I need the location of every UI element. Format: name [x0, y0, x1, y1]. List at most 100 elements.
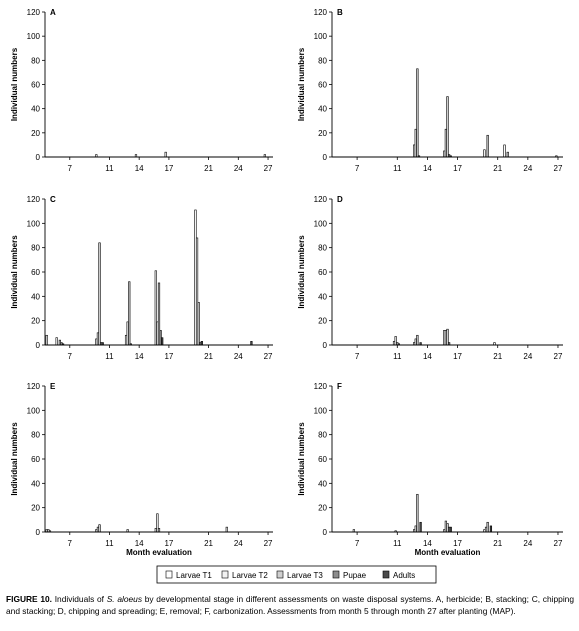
- y-tick-label: 20: [31, 317, 40, 326]
- panel-e: Individual numbers E 0 20 40 60 80 100 120 7 11 14 1…: [10, 382, 273, 557]
- x-tick-label: 21: [493, 539, 502, 548]
- legend-label: Larvae T3: [287, 571, 323, 580]
- y-tick-label: 0: [323, 528, 328, 537]
- y-tick-label: 40: [31, 479, 40, 488]
- panel-d: Individual numbers D 0 20 40 60 80 100 120 7 11 14 1…: [297, 195, 563, 361]
- x-tick-label: 7: [68, 539, 73, 548]
- x-tick-label: 27: [554, 539, 563, 548]
- legend-item-larvae-t1: Larvae T1: [165, 570, 212, 580]
- panel-a: Individual numbers A 0 20 40 60 80 100 120 7 11 14 1…: [10, 8, 273, 173]
- x-tick-label: 7: [68, 352, 73, 361]
- bar-larvae-t3: [416, 334, 419, 346]
- legend-swatch: [332, 570, 340, 579]
- x-tick-label: 27: [554, 352, 563, 361]
- legend-swatch: [276, 570, 284, 579]
- y-axis-label: Individual numbers: [297, 235, 306, 309]
- panel-label: B: [337, 8, 343, 17]
- y-tick-label: 0: [36, 528, 41, 537]
- bar-larvae-t3: [197, 302, 200, 346]
- bar-larvae-t2: [225, 526, 228, 533]
- x-tick-label: 17: [164, 539, 173, 548]
- x-tick-label: 27: [264, 164, 273, 173]
- x-tick-label: 24: [523, 539, 532, 548]
- legend-item-larvae-t3: Larvae T3: [276, 570, 323, 580]
- y-tick-label: 20: [318, 129, 327, 138]
- legend-item-pupae: Pupae: [332, 570, 367, 580]
- bar-larvae-t1: [503, 144, 506, 158]
- y-tick-label: 100: [314, 406, 328, 415]
- bar-larvae-t3: [157, 528, 161, 533]
- y-tick-label: 100: [27, 32, 41, 41]
- x-tick-label: 14: [135, 164, 144, 173]
- y-axis-label: Individual numbers: [10, 422, 19, 496]
- y-tick-label: 100: [314, 32, 328, 41]
- x-tick-label: 14: [135, 352, 144, 361]
- x-tick-label: 14: [423, 164, 432, 173]
- legend-item-adults: Adults: [382, 570, 415, 580]
- y-tick-label: 100: [27, 406, 41, 415]
- y-tick-label: 0: [323, 341, 328, 350]
- bar-larvae-t3: [98, 242, 101, 346]
- legend-label: Adults: [393, 571, 415, 580]
- y-tick-label: 120: [27, 195, 41, 204]
- bar-larvae-t3: [486, 521, 489, 533]
- x-tick-label: 11: [105, 352, 114, 361]
- y-tick-label: 60: [318, 455, 327, 464]
- x-tick-label: 7: [355, 164, 360, 173]
- panel-label: E: [50, 382, 56, 391]
- bar-adults: [449, 526, 452, 533]
- bar-larvae-t3: [98, 524, 101, 533]
- x-tick-label: 27: [264, 539, 273, 548]
- bar-adults: [489, 525, 493, 533]
- bar-larvae-t1: [45, 334, 48, 346]
- x-tick-label: 11: [393, 352, 402, 361]
- x-tick-label: 24: [523, 164, 532, 173]
- panel-label: F: [337, 382, 342, 391]
- y-tick-label: 20: [31, 129, 40, 138]
- bar-adults: [200, 341, 203, 346]
- y-tick-label: 40: [318, 292, 327, 301]
- y-tick-label: 80: [318, 244, 327, 253]
- legend-label: Larvae T1: [176, 571, 212, 580]
- y-tick-label: 120: [314, 195, 328, 204]
- y-tick-label: 40: [31, 292, 40, 301]
- legend: Larvae T1 Larvae T2 Larvae T3 Pupae Adults: [156, 565, 437, 584]
- figure-caption: FIGURE 10. Individuals of S. aloeus by d…: [6, 594, 574, 617]
- x-tick-label: 7: [68, 164, 73, 173]
- legend-swatch: [221, 570, 229, 579]
- y-tick-label: 20: [318, 317, 327, 326]
- x-tick-label: 14: [135, 539, 144, 548]
- y-tick-label: 40: [318, 105, 327, 114]
- y-tick-label: 60: [31, 268, 40, 277]
- y-axis-label: Individual numbers: [10, 235, 19, 309]
- bar-adults: [250, 341, 253, 346]
- panel-label: D: [337, 195, 343, 204]
- x-axis-label: Month evaluation: [415, 548, 481, 557]
- legend-item-larvae-t2: Larvae T2: [221, 570, 268, 580]
- x-tick-label: 7: [355, 539, 360, 548]
- y-tick-label: 80: [31, 431, 40, 440]
- x-tick-label: 11: [393, 539, 402, 548]
- bar-larvae-t3: [416, 493, 419, 533]
- legend-label: Pupae: [343, 571, 367, 580]
- y-tick-label: 120: [314, 382, 328, 391]
- x-tick-label: 21: [204, 352, 213, 361]
- y-tick-label: 80: [318, 431, 327, 440]
- bar-larvae-t3: [416, 68, 419, 158]
- y-tick-label: 60: [318, 81, 327, 90]
- bar-adults: [419, 521, 422, 533]
- bar-larvae-t1: [483, 149, 486, 158]
- bar-larvae-t1: [55, 337, 58, 346]
- legend-swatch: [165, 570, 173, 579]
- x-tick-label: 11: [105, 539, 114, 548]
- x-tick-label: 24: [234, 539, 243, 548]
- bar-adults: [161, 337, 164, 346]
- bar-larvae-t3: [128, 281, 131, 346]
- x-tick-label: 24: [234, 164, 243, 173]
- x-tick-label: 17: [164, 352, 173, 361]
- x-tick-label: 17: [164, 164, 173, 173]
- y-tick-label: 0: [36, 341, 41, 350]
- y-axis-label: Individual numbers: [297, 47, 306, 121]
- x-tick-label: 24: [523, 352, 532, 361]
- caption-label: FIGURE 10.: [6, 594, 52, 604]
